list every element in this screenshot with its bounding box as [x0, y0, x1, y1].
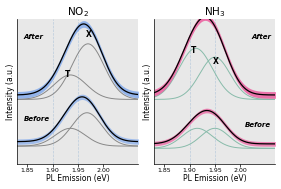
X-axis label: PL Emission (eV): PL Emission (eV): [183, 174, 247, 184]
Y-axis label: Intensity (a.u.): Intensity (a.u.): [6, 64, 15, 120]
Text: X: X: [213, 57, 219, 66]
Title: NH$_3$: NH$_3$: [204, 5, 226, 19]
Text: After: After: [24, 34, 44, 40]
Text: X: X: [86, 30, 92, 39]
Text: T: T: [65, 70, 71, 79]
Text: Before: Before: [24, 116, 50, 122]
Text: After: After: [251, 34, 271, 40]
X-axis label: PL Emission (eV): PL Emission (eV): [46, 174, 110, 184]
Text: T: T: [191, 46, 196, 55]
Y-axis label: Intensity (a.u.): Intensity (a.u.): [142, 64, 151, 120]
Title: NO$_2$: NO$_2$: [67, 5, 89, 19]
Text: Before: Before: [245, 122, 271, 128]
